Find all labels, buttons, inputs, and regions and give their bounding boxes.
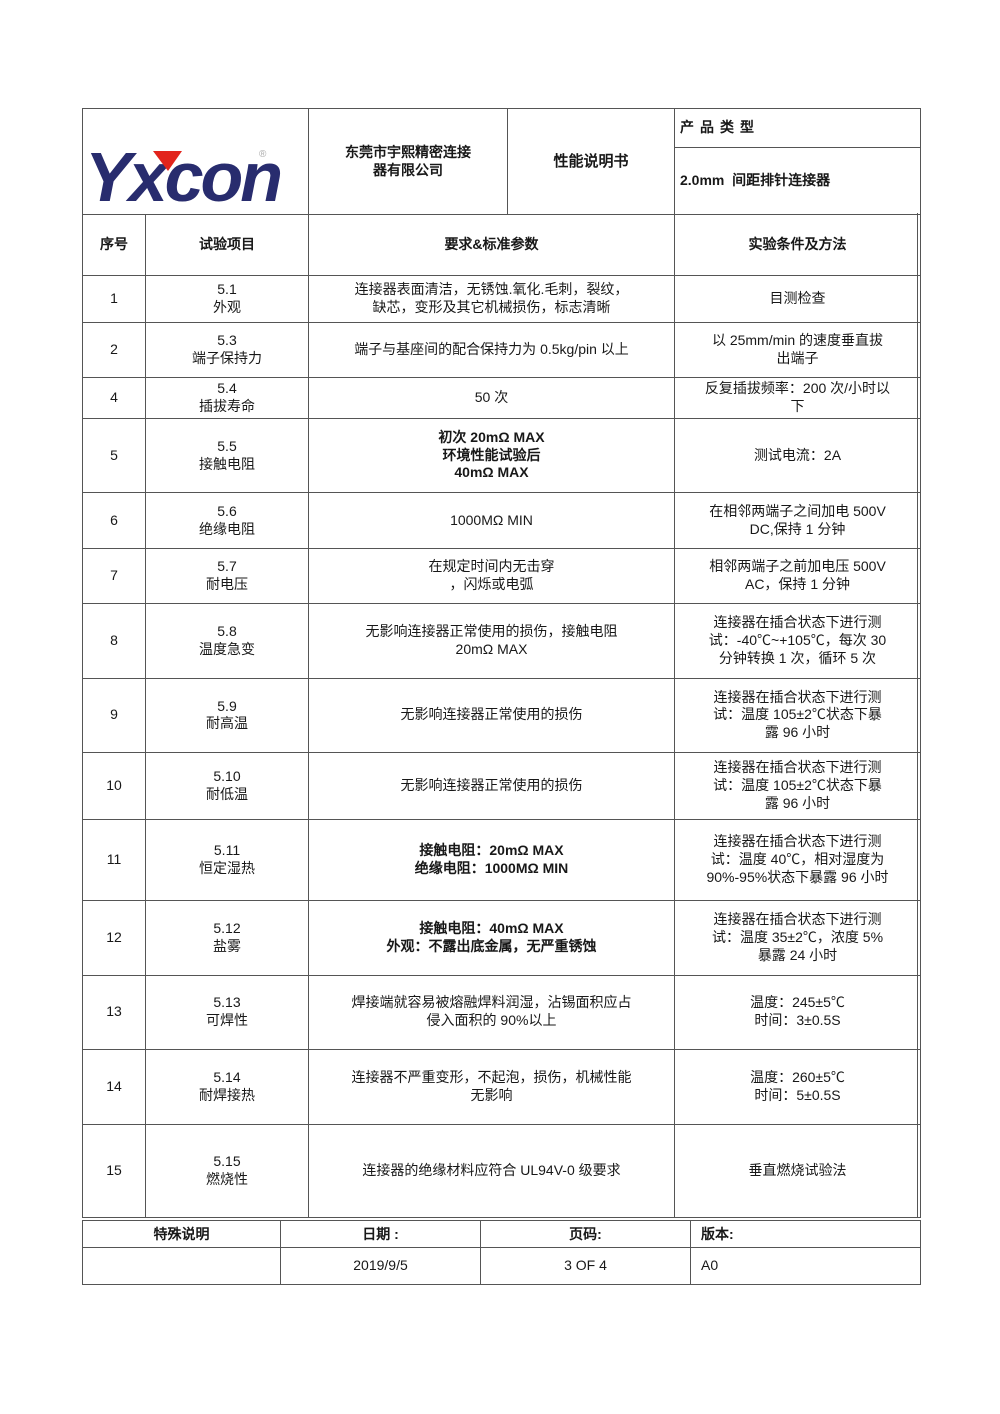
svg-text:®: ® [259, 149, 267, 160]
svg-text:Yxcon: Yxcon [85, 138, 280, 216]
